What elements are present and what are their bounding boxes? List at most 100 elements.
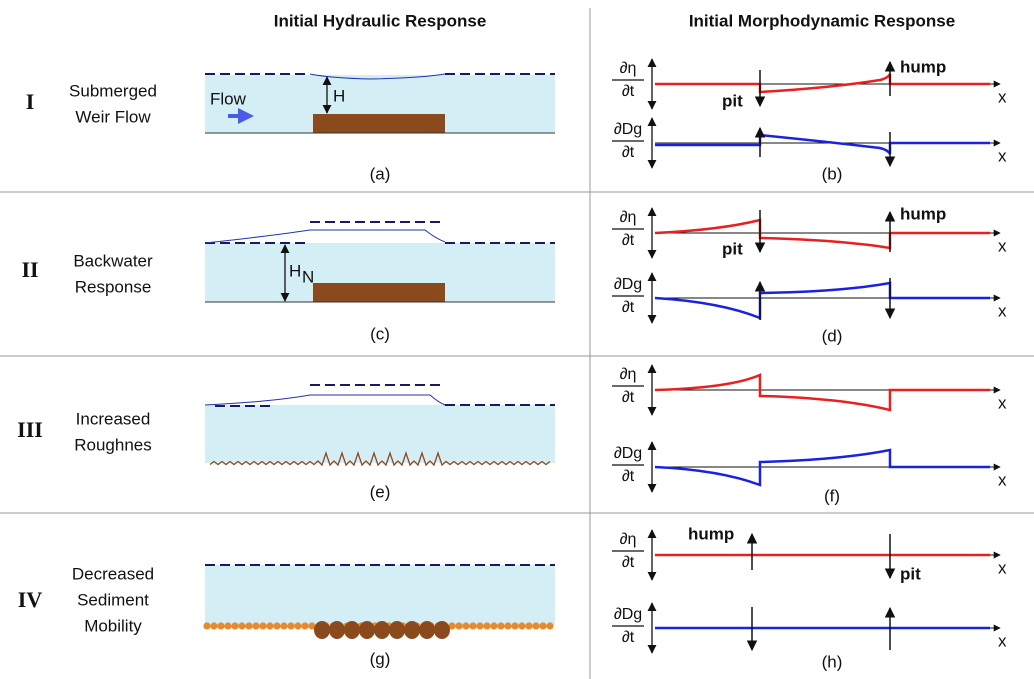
coarse-grain [344, 621, 360, 639]
row-label: Backwater [73, 251, 153, 270]
sediment-grain [252, 622, 260, 630]
coarse-grain [419, 621, 435, 639]
roughness [209, 450, 551, 467]
caption: (d) [822, 326, 843, 345]
water [205, 565, 555, 625]
hump-label: hump [688, 524, 734, 543]
sediment-grain [448, 622, 456, 630]
fraction-numerator: ∂η [620, 366, 637, 383]
row-label: Decreased [72, 564, 154, 583]
row-numeral: II [21, 257, 38, 282]
caption: (g) [370, 649, 391, 668]
fraction-denominator: ∂t [622, 144, 635, 161]
caption: (f) [824, 486, 840, 505]
fraction-numerator: ∂η [620, 60, 637, 77]
axis-label: x [998, 301, 1007, 320]
response-curve [655, 133, 990, 155]
sediment-grain [210, 622, 218, 630]
coarse-grain [404, 621, 420, 639]
sediment-grain [280, 622, 288, 630]
coarse-grain [329, 621, 345, 639]
axis-label: x [998, 146, 1007, 165]
coarse-grain [389, 621, 405, 639]
sediment-grain [546, 622, 554, 630]
fraction-numerator: ∂η [620, 531, 637, 548]
sediment-grain [455, 622, 463, 630]
sediment-grain [308, 622, 316, 630]
sediment-grain [301, 622, 309, 630]
weir [313, 114, 445, 133]
caption: (e) [370, 482, 391, 501]
weir [313, 283, 445, 302]
hump-label: hump [900, 204, 946, 223]
sediment-grain [259, 622, 267, 630]
sediment-grain [217, 622, 225, 630]
sediment-grain [273, 622, 281, 630]
sediment-grain [525, 622, 533, 630]
sediment-grain [539, 622, 547, 630]
hump-label: hump [900, 57, 946, 76]
row-numeral: IV [18, 587, 43, 612]
coarse-grain [434, 621, 450, 639]
depth-label: H [289, 261, 301, 280]
depth-label: H [333, 86, 345, 105]
sediment-grain [483, 622, 491, 630]
sediment-grain [518, 622, 526, 630]
fraction-numerator: ∂Dg [614, 445, 642, 462]
fraction-denominator: ∂t [622, 629, 635, 646]
sediment-grain [476, 622, 484, 630]
row-label: Roughnes [74, 435, 152, 454]
response-curve [654, 218, 990, 250]
sediment-grain [532, 622, 540, 630]
row-label: Weir Flow [75, 107, 151, 126]
sediment-grain [511, 622, 519, 630]
fraction-denominator: ∂t [622, 83, 635, 100]
sediment-grain [497, 622, 505, 630]
depth-subscript: N [302, 267, 314, 286]
axis-label: x [998, 631, 1007, 650]
axis-label: x [998, 470, 1007, 489]
flow-label: Flow [210, 89, 247, 108]
fraction-numerator: ∂η [620, 209, 637, 226]
row-label: Response [75, 277, 152, 296]
caption: (c) [370, 324, 390, 343]
header-left: Initial Hydraulic Response [274, 11, 487, 30]
sediment-grain [224, 622, 232, 630]
caption: (h) [822, 652, 843, 671]
row-numeral: I [26, 89, 35, 114]
row-label: Mobility [84, 616, 142, 635]
fraction-denominator: ∂t [622, 468, 635, 485]
water-surface [204, 229, 446, 244]
header-right: Initial Morphodynamic Response [689, 11, 955, 30]
sediment-grain [490, 622, 498, 630]
sediment-grain [238, 622, 246, 630]
sediment-grain [203, 622, 211, 630]
fraction-denominator: ∂t [622, 299, 635, 316]
fraction-denominator: ∂t [622, 554, 635, 571]
sediment-grain [294, 622, 302, 630]
row-numeral: III [17, 417, 43, 442]
pit-label: pit [900, 564, 921, 583]
sediment-grain [231, 622, 239, 630]
sediment-grain [504, 622, 512, 630]
axis-label: x [998, 87, 1007, 106]
axis-label: x [998, 236, 1007, 255]
axis-label: x [998, 393, 1007, 412]
row-label: Submerged [69, 81, 157, 100]
axis-label: x [998, 558, 1007, 577]
response-curve [654, 448, 990, 487]
coarse-grain [314, 621, 330, 639]
row-label: Increased [76, 409, 151, 428]
sediment-grain [462, 622, 470, 630]
sediment-grain [266, 622, 274, 630]
sediment-grain [245, 622, 253, 630]
water-surface [204, 394, 446, 406]
response-curve [654, 281, 990, 320]
response-curve [654, 373, 990, 412]
fraction-denominator: ∂t [622, 232, 635, 249]
row-label: Sediment [77, 590, 149, 609]
pit-label: pit [722, 91, 743, 110]
caption: (a) [370, 164, 391, 183]
caption: (b) [822, 164, 843, 183]
